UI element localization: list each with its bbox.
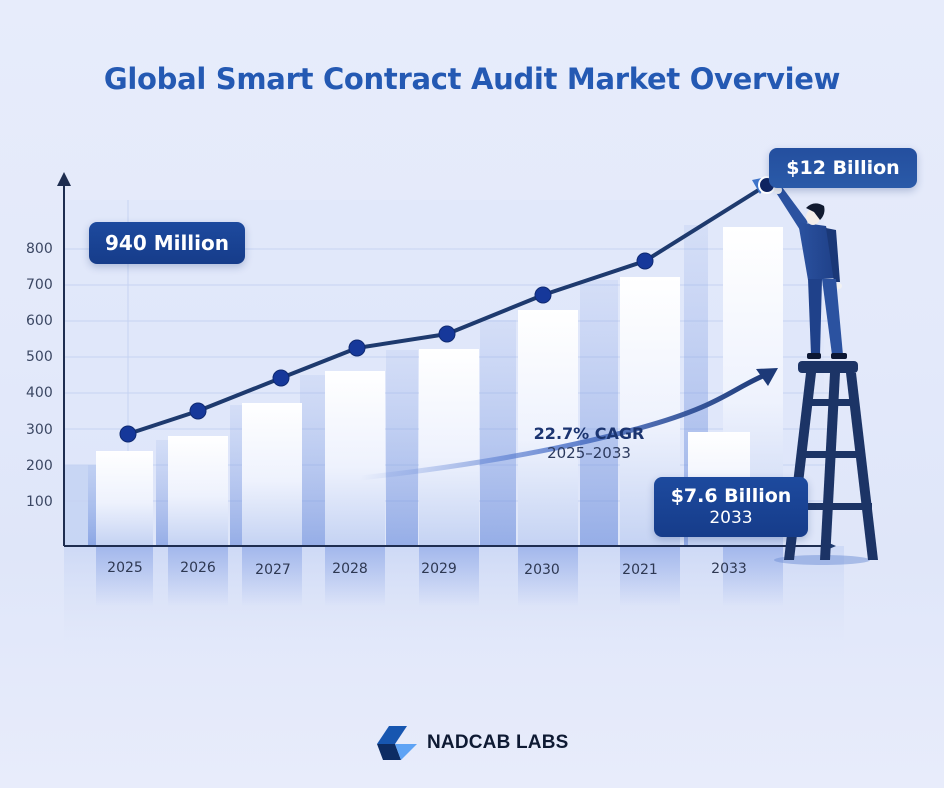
start-value-callout: 940 Million xyxy=(89,222,245,264)
x-tick-2025: 2025 xyxy=(107,560,143,576)
bar-2027 xyxy=(242,403,302,545)
forecast-year: 2033 xyxy=(709,508,753,528)
x-tick-2033: 2033 xyxy=(711,561,747,577)
bar-2025 xyxy=(96,451,153,545)
x-tick-2030: 2030 xyxy=(524,562,560,578)
trend-line xyxy=(126,184,767,436)
brand-logo: NADCAB LABS xyxy=(377,723,569,763)
y-tick-700: 700 xyxy=(26,277,53,293)
x-tick-2021: 2021 xyxy=(622,562,658,578)
cagr-arrow xyxy=(357,372,768,481)
chart-title: Global Smart Contract Audit Market Overv… xyxy=(103,62,841,96)
trend-markers xyxy=(119,176,776,443)
cagr-rate: 22.7% CAGR xyxy=(533,424,645,443)
logo-icon-spacer xyxy=(377,725,419,761)
forecast-value-callout: $7.6 Billion 2033 xyxy=(654,477,808,537)
bar-2029 xyxy=(419,349,479,545)
x-tick-2026: 2026 xyxy=(180,560,216,576)
bar-2028 xyxy=(325,371,385,545)
bar-2030 xyxy=(518,310,578,545)
x-tick-2029: 2029 xyxy=(421,561,457,577)
y-tick-800: 800 xyxy=(26,241,53,257)
y-tick-300: 300 xyxy=(26,422,53,438)
y-tick-400: 400 xyxy=(26,385,53,401)
y-tick-600: 600 xyxy=(26,313,53,329)
cagr-arrowhead xyxy=(756,368,778,386)
bar-reflections xyxy=(96,547,783,607)
nadcab-logo-icon xyxy=(377,726,417,760)
brand-name: NADCAB LABS xyxy=(427,732,569,753)
cagr-range: 2025–2033 xyxy=(547,444,631,462)
x-tick-2027: 2027 xyxy=(255,562,291,578)
bar-2026 xyxy=(168,436,228,545)
axes xyxy=(63,182,822,547)
y-tick-200: 200 xyxy=(26,458,53,474)
y-axis-arrowhead xyxy=(57,172,71,186)
x-tick-2028: 2028 xyxy=(332,561,368,577)
y-tick-100: 100 xyxy=(26,494,53,510)
person-illustration xyxy=(774,186,847,359)
forecast-value: $7.6 Billion xyxy=(670,485,792,507)
cagr-label: 22.7% CAGR 2025–2033 xyxy=(514,424,664,462)
peak-value-callout: $12 Billion xyxy=(769,148,917,188)
y-tick-500: 500 xyxy=(26,349,53,365)
